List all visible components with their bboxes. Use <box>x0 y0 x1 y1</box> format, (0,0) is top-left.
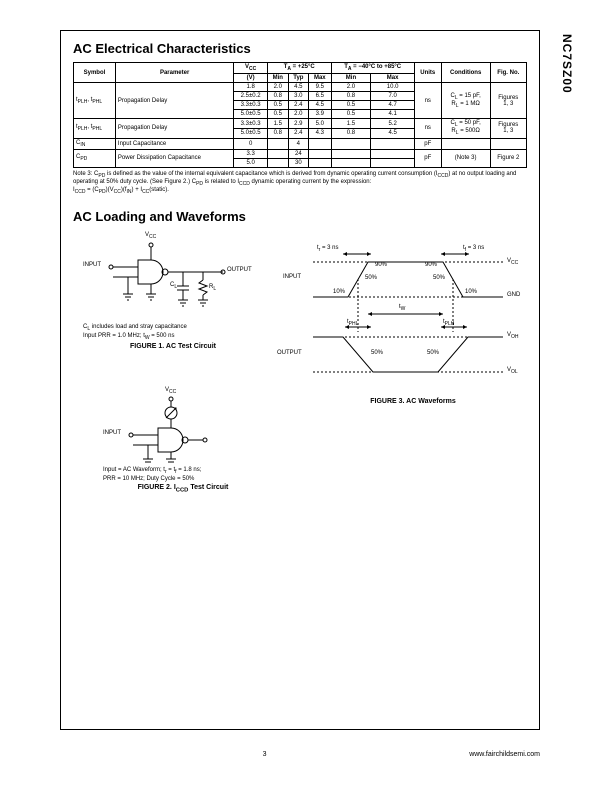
figure2-svg <box>103 387 263 467</box>
part-number: NC7SZ00 <box>560 34 574 94</box>
note3: Note 3: CPD is defined as the value of t… <box>73 171 527 196</box>
fig2-vcc: VCC <box>165 387 176 395</box>
figure1: INPUT VCC OUTPUT CL RL CL includes load … <box>83 232 263 349</box>
fig3-vcc: VCC <box>507 258 518 266</box>
ac-table: SymbolParameterVCCTA = +25°CTA = −40°C t… <box>73 62 527 168</box>
fig1-cl: CL <box>170 282 177 290</box>
fig3-tplh: tPLH <box>443 319 454 327</box>
fig3-tw: tW <box>399 304 405 312</box>
fig3-input: INPUT <box>283 274 301 280</box>
fig2-caption: FIGURE 2. ICCD Test Circuit <box>103 484 263 493</box>
fig3-p50d: 50% <box>427 350 439 356</box>
fig3-vol: VOL <box>507 367 518 375</box>
fig3-p90a: 90% <box>375 262 387 268</box>
fig1-input-label: INPUT <box>83 262 101 268</box>
fig1-rl: RL <box>209 284 216 292</box>
figure2: INPUT VCC Input = AC Waveform; tr = tf =… <box>103 387 263 493</box>
figure3-svg <box>293 242 533 392</box>
page-footer: 3 www.fairchildsemi.com <box>60 751 540 758</box>
fig3-p50b: 50% <box>433 275 445 281</box>
fig2-input: INPUT <box>103 430 121 436</box>
figure3: tr = 3 ns tf = 3 ns 90% 90% 50% 50% 10% … <box>293 242 533 405</box>
fig3-output: OUTPUT <box>277 350 302 356</box>
fig3-p50c: 50% <box>371 350 383 356</box>
fig3-caption: FIGURE 3. AC Waveforms <box>293 398 533 405</box>
fig1-output: OUTPUT <box>227 267 252 273</box>
fig3-tr: tr = 3 ns <box>317 245 339 253</box>
fig1-sub: CL includes load and stray capacitanceIn… <box>83 324 263 340</box>
fig3-p10b: 10% <box>465 289 477 295</box>
fig3-p90b: 90% <box>425 262 437 268</box>
fig3-tphl: tPHL <box>347 319 358 327</box>
page-frame: AC Electrical Characteristics SymbolPara… <box>60 30 540 730</box>
fig3-p10a: 10% <box>333 289 345 295</box>
fig2-sub: Input = AC Waveform; tr = tf = 1.8 ns;PR… <box>103 467 263 481</box>
page-num: 3 <box>263 751 267 758</box>
fig1-caption: FIGURE 1. AC Test Circuit <box>83 343 263 350</box>
fig3-tf: tf = 3 ns <box>463 245 484 253</box>
fig3-gnd: GND <box>507 292 520 298</box>
figure1-svg <box>83 232 263 322</box>
footer-url: www.fairchildsemi.com <box>469 751 540 758</box>
fig1-vcc: VCC <box>145 232 156 240</box>
fig3-p50a: 50% <box>365 275 377 281</box>
section1-title: AC Electrical Characteristics <box>73 41 527 56</box>
section2-title: AC Loading and Waveforms <box>73 209 527 224</box>
fig3-voh: VOH <box>507 332 519 340</box>
